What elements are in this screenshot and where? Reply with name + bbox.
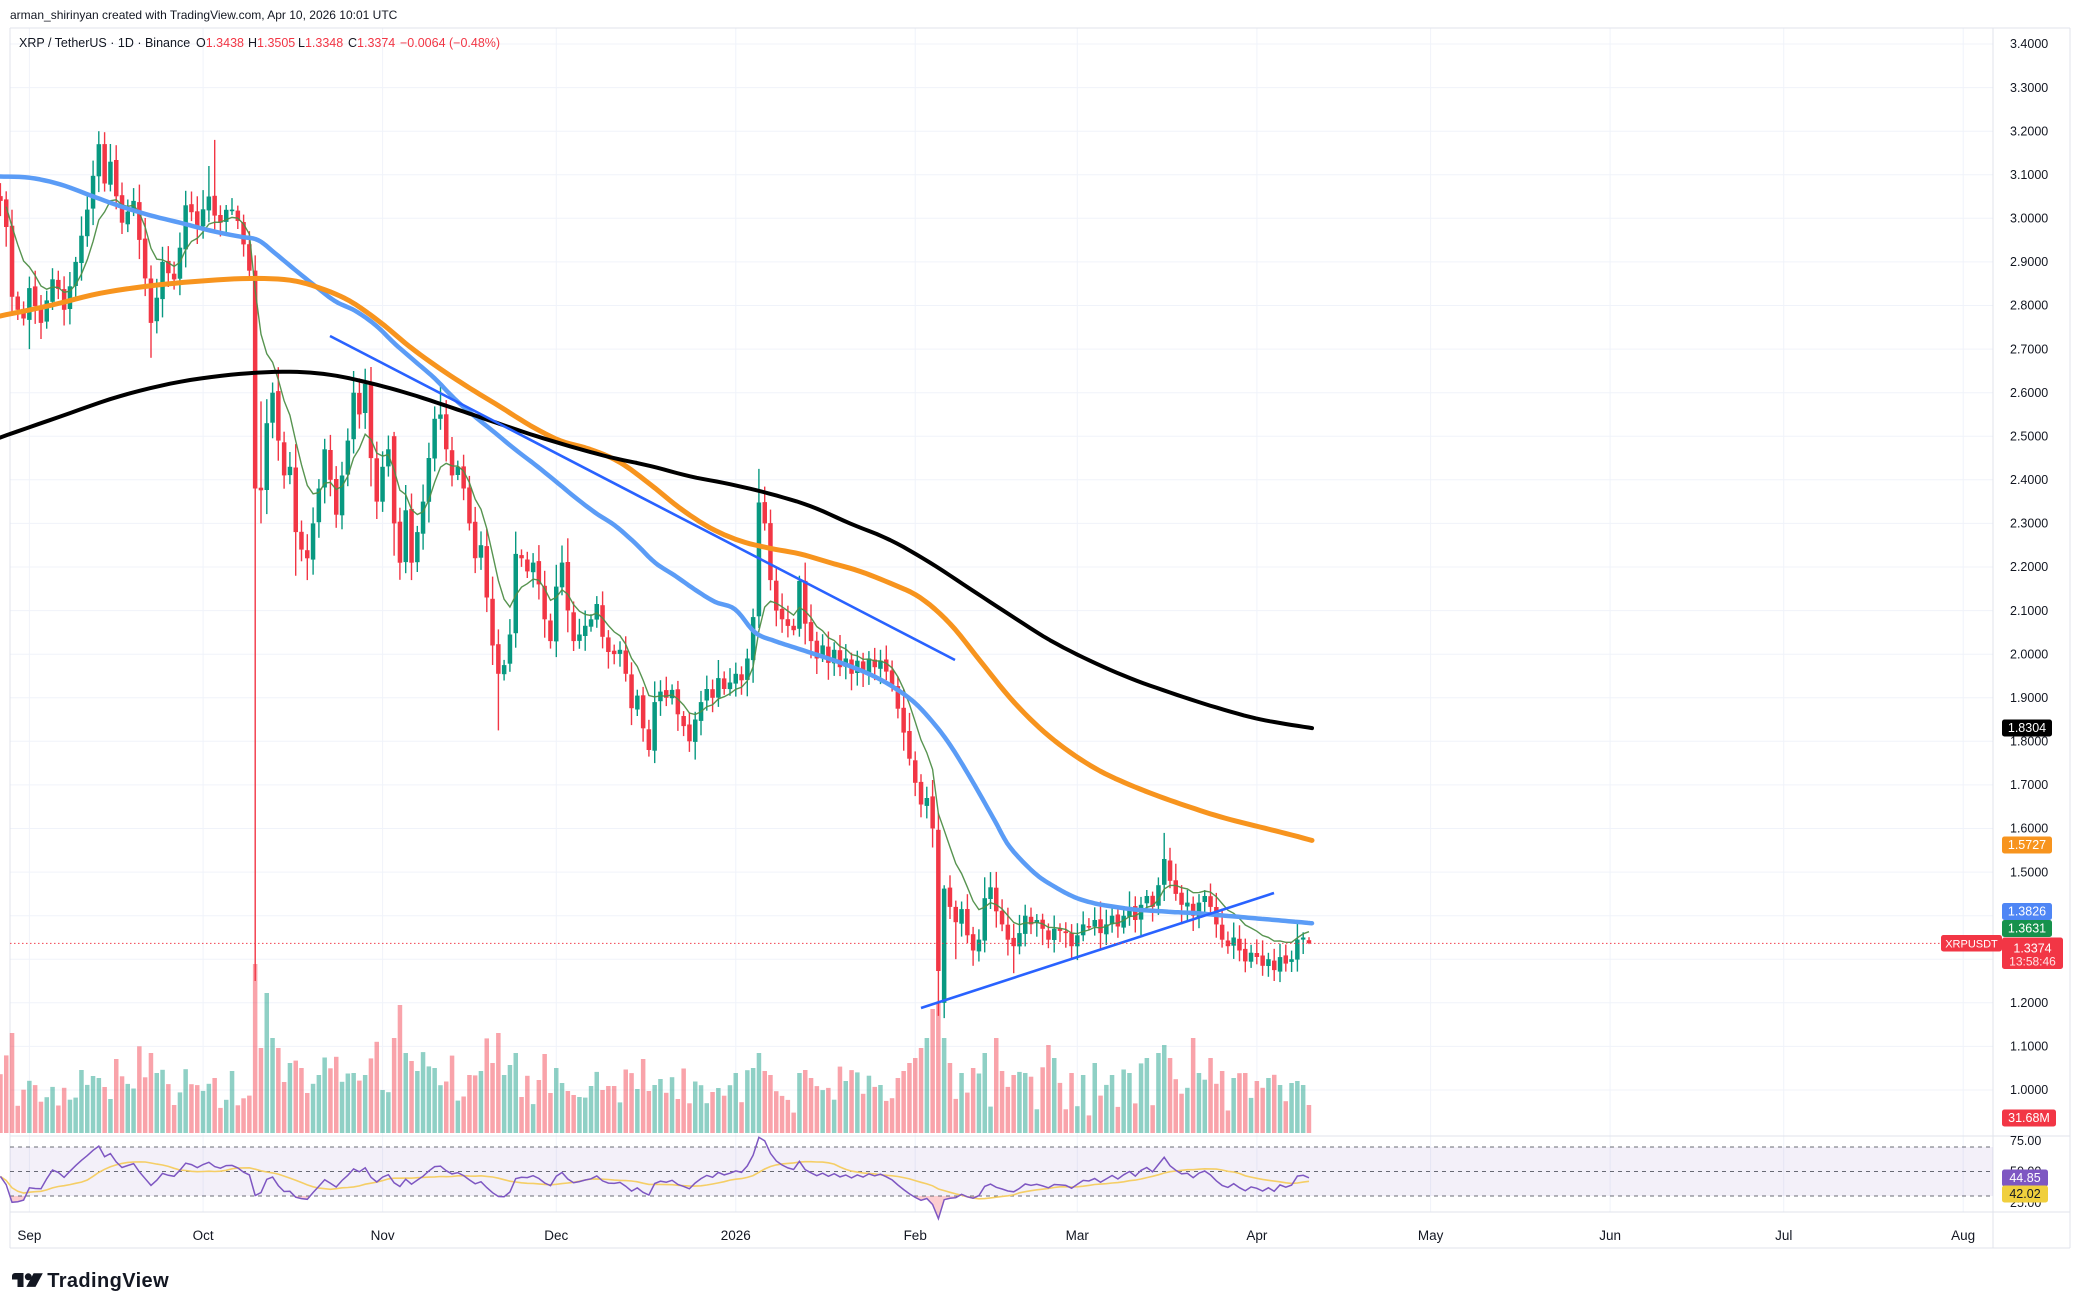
svg-text:arman_shirinyan created with T: arman_shirinyan created with TradingView… <box>10 8 398 22</box>
svg-text:2.9000: 2.9000 <box>2010 255 2048 269</box>
svg-text:Feb: Feb <box>904 1228 927 1243</box>
svg-text:2.1000: 2.1000 <box>2010 604 2048 618</box>
svg-text:H1.3505: H1.3505 <box>248 36 295 50</box>
svg-text:3.2000: 3.2000 <box>2010 124 2048 138</box>
svg-text:1.0000: 1.0000 <box>2010 1083 2048 1097</box>
svg-text:2.6000: 2.6000 <box>2010 386 2048 400</box>
svg-text:1.9000: 1.9000 <box>2010 691 2048 705</box>
svg-text:2.2000: 2.2000 <box>2010 560 2048 574</box>
svg-text:−0.0064 (−0.48%): −0.0064 (−0.48%) <box>400 36 500 50</box>
svg-text:3.4000: 3.4000 <box>2010 37 2048 51</box>
svg-text:1.3826: 1.3826 <box>2008 905 2046 919</box>
svg-text:Jul: Jul <box>1775 1228 1792 1243</box>
svg-text:1.3374: 1.3374 <box>2013 942 2051 956</box>
svg-text:Jun: Jun <box>1599 1228 1621 1243</box>
svg-text:3.3000: 3.3000 <box>2010 81 2048 95</box>
svg-text:1.2000: 1.2000 <box>2010 996 2048 1010</box>
svg-text:1.3631: 1.3631 <box>2008 922 2046 936</box>
svg-text:2.3000: 2.3000 <box>2010 517 2048 531</box>
svg-text:1.8304: 1.8304 <box>2008 721 2046 735</box>
svg-text:Dec: Dec <box>544 1228 568 1243</box>
svg-text:3.1000: 3.1000 <box>2010 168 2048 182</box>
svg-text:44.85: 44.85 <box>2009 1171 2040 1185</box>
svg-text:75.00: 75.00 <box>2010 1134 2041 1148</box>
svg-text:2.0000: 2.0000 <box>2010 647 2048 661</box>
svg-text:3.0000: 3.0000 <box>2010 212 2048 226</box>
svg-text:2.5000: 2.5000 <box>2010 429 2048 443</box>
svg-text:13:58:46: 13:58:46 <box>2009 955 2056 969</box>
svg-text:1.1000: 1.1000 <box>2010 1040 2048 1054</box>
svg-text:2.7000: 2.7000 <box>2010 342 2048 356</box>
svg-text:1.8000: 1.8000 <box>2010 735 2048 749</box>
svg-text:Aug: Aug <box>1951 1228 1975 1243</box>
svg-text:31.68M: 31.68M <box>2008 1111 2050 1125</box>
svg-text:2026: 2026 <box>721 1228 751 1243</box>
svg-text:C1.3374: C1.3374 <box>348 36 395 50</box>
svg-text:1.6000: 1.6000 <box>2010 822 2048 836</box>
svg-text:L1.3348: L1.3348 <box>298 36 343 50</box>
svg-text:1.7000: 1.7000 <box>2010 778 2048 792</box>
svg-text:O1.3438: O1.3438 <box>196 36 244 50</box>
svg-text:42.02: 42.02 <box>2009 1187 2040 1201</box>
svg-text:XRP / TetherUS · 1D · Binance: XRP / TetherUS · 1D · Binance <box>19 36 190 50</box>
svg-text:Oct: Oct <box>193 1228 214 1243</box>
svg-text:Nov: Nov <box>371 1228 395 1243</box>
svg-text:Apr: Apr <box>1246 1228 1268 1243</box>
svg-text:Mar: Mar <box>1066 1228 1090 1243</box>
svg-text:May: May <box>1418 1228 1444 1243</box>
svg-text:Sep: Sep <box>17 1228 41 1243</box>
svg-text:1.5000: 1.5000 <box>2010 865 2048 879</box>
svg-text:2.8000: 2.8000 <box>2010 299 2048 313</box>
svg-text:TradingView: TradingView <box>47 1270 169 1292</box>
svg-text:2.4000: 2.4000 <box>2010 473 2048 487</box>
svg-text:1.5727: 1.5727 <box>2008 838 2046 852</box>
svg-text:XRPUSDT: XRPUSDT <box>1945 938 1998 950</box>
